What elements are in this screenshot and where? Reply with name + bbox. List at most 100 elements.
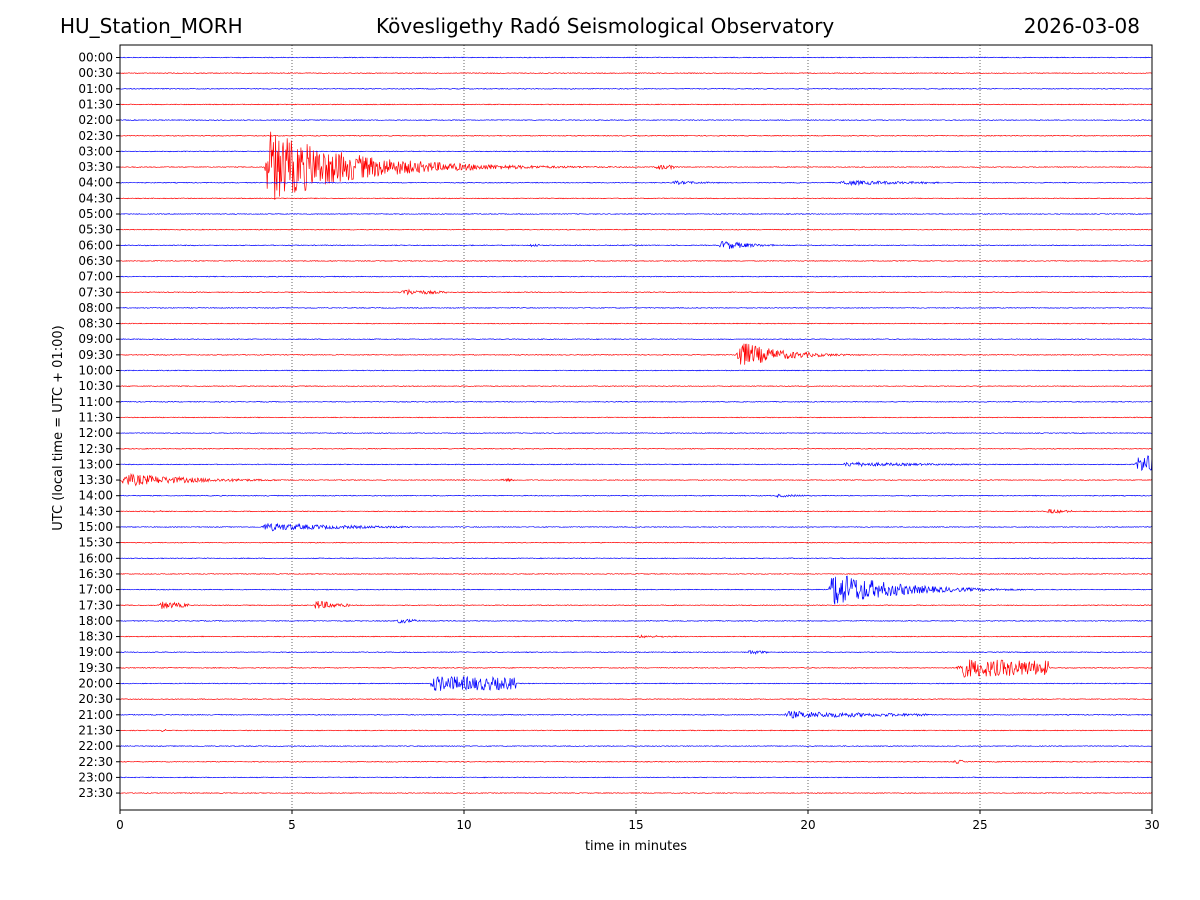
y-tick-label: 22:30	[78, 755, 113, 769]
trace-row-0330	[120, 131, 1152, 200]
x-axis-label: time in minutes	[585, 839, 687, 854]
y-tick-label: 03:30	[78, 160, 113, 174]
plot-background	[120, 45, 1152, 810]
y-tick-label: 13:30	[78, 473, 113, 487]
trace-row-0400	[120, 179, 1152, 187]
trace-row-1030	[120, 385, 1152, 388]
trace-row-2100	[120, 710, 1152, 719]
y-tick-label: 10:30	[78, 379, 113, 393]
trace-row-0530	[120, 228, 1152, 231]
y-tick-label: 19:30	[78, 661, 113, 675]
y-tick-label: 12:30	[78, 442, 113, 456]
trace-row-1300	[120, 455, 1152, 472]
y-tick-label: 10:00	[78, 364, 113, 378]
trace-row-2330	[120, 792, 1152, 794]
trace-row-1230	[120, 447, 1152, 450]
trace-row-1700	[120, 575, 1152, 605]
trace-row-0800	[120, 306, 1152, 309]
x-tick-label: 0	[116, 818, 124, 832]
y-tick-label: 04:00	[78, 176, 113, 190]
trace-row-0030	[120, 72, 1152, 75]
y-tick-label: 17:00	[78, 583, 113, 597]
trace-row-2030	[120, 698, 1152, 701]
trace-row-1630	[120, 573, 1152, 575]
y-tick-label: 14:30	[78, 504, 113, 518]
y-tick-label: 09:00	[78, 332, 113, 346]
trace-row-2000	[120, 675, 1152, 691]
trace-row-2230	[120, 759, 1152, 765]
y-tick-label: 14:00	[78, 489, 113, 503]
trace-row-1330	[120, 472, 1152, 487]
x-tick-label: 20	[800, 818, 815, 832]
y-tick-label: 05:30	[78, 223, 113, 237]
trace-row-1930	[120, 659, 1152, 678]
trace-row-1900	[120, 649, 1152, 655]
y-tick-label: 22:00	[78, 739, 113, 753]
y-tick-label: 23:30	[78, 786, 113, 800]
y-tick-label: 06:00	[78, 238, 113, 252]
y-tick-label: 00:30	[78, 66, 113, 80]
y-axis-label: UTC (local time = UTC + 01:00)	[51, 325, 66, 530]
y-tick-label: 18:00	[78, 614, 113, 628]
trace-row-1600	[120, 557, 1152, 560]
trace-row-1500	[120, 522, 1152, 532]
y-tick-label: 01:30	[78, 97, 113, 111]
y-tick-label: 03:00	[78, 144, 113, 158]
trace-layer	[120, 56, 1152, 794]
y-tick-label: 01:00	[78, 82, 113, 96]
trace-row-0830	[120, 322, 1152, 325]
y-tick-label: 15:30	[78, 536, 113, 550]
trace-row-0430	[120, 197, 1152, 200]
trace-row-0900	[120, 338, 1152, 341]
y-tick-label: 08:30	[78, 317, 113, 331]
y-tick-label: 13:00	[78, 457, 113, 471]
x-tick-label: 25	[972, 818, 987, 832]
trace-row-0500	[120, 213, 1152, 215]
y-tick-label: 20:00	[78, 677, 113, 691]
y-tick-label: 00:00	[78, 51, 113, 65]
x-ticks: 0 5 10 15 20 25 30	[116, 810, 1160, 832]
y-tick-label: 23:00	[78, 770, 113, 784]
y-tick-label: 02:30	[78, 129, 113, 143]
trace-row-0130	[120, 103, 1152, 106]
trace-row-0600	[120, 240, 1152, 250]
trace-row-0200	[120, 119, 1152, 122]
x-tick-label: 30	[1144, 818, 1159, 832]
y-tick-label: 20:30	[78, 692, 113, 706]
trace-row-0230	[120, 134, 1152, 137]
trace-row-0930	[120, 343, 1152, 365]
trace-row-1730	[120, 600, 1152, 609]
y-tick-label: 11:30	[78, 410, 113, 424]
date-label: 2026-03-08	[1023, 14, 1140, 38]
trace-row-1130	[120, 416, 1152, 419]
y-tick-label: 02:00	[78, 113, 113, 127]
trace-row-1400	[120, 493, 1152, 499]
trace-row-2130	[120, 728, 1152, 732]
trace-row-1430	[120, 508, 1152, 514]
trace-row-0630	[120, 260, 1152, 262]
y-tick-label: 12:00	[78, 426, 113, 440]
y-tick-label: 16:30	[78, 567, 113, 581]
trace-row-1200	[120, 432, 1152, 435]
y-tick-label: 18:30	[78, 630, 113, 644]
trace-row-1000	[120, 369, 1152, 372]
y-tick-label: 19:00	[78, 645, 113, 659]
y-tick-label: 09:30	[78, 348, 113, 362]
y-tick-label: 17:30	[78, 598, 113, 612]
y-tick-label: 21:00	[78, 708, 113, 722]
y-tick-label: 06:30	[78, 254, 113, 268]
y-tick-label: 07:30	[78, 285, 113, 299]
trace-row-1830	[120, 634, 1152, 639]
trace-row-1530	[120, 541, 1152, 544]
station-name: HU_Station_MORH	[60, 14, 243, 38]
y-tick-label: 15:00	[78, 520, 113, 534]
y-tick-label: 21:30	[78, 723, 113, 737]
x-tick-label: 10	[456, 818, 471, 832]
x-tick-label: 5	[288, 818, 296, 832]
y-tick-label: 05:00	[78, 207, 113, 221]
y-tick-label: 08:00	[78, 301, 113, 315]
y-tick-label: 07:00	[78, 270, 113, 284]
y-tick-label: 11:00	[78, 395, 113, 409]
